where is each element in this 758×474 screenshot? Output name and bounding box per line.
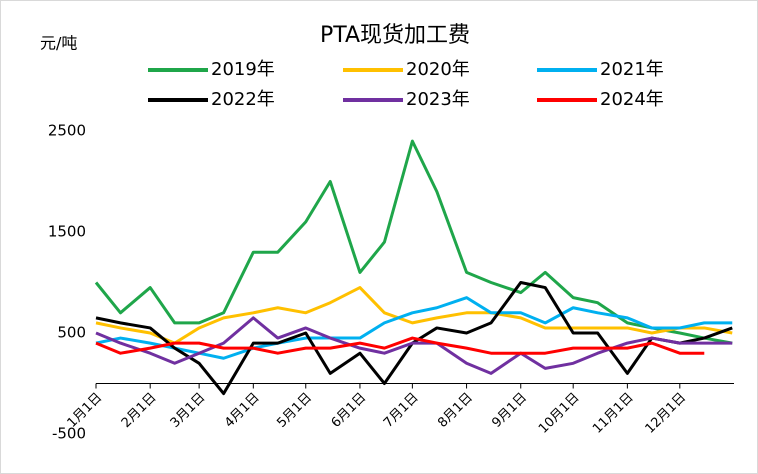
series-line — [95, 336, 705, 355]
legend-label: 2023年 — [406, 89, 470, 110]
y-tick-label: -500 — [52, 425, 86, 443]
y-tick-label: 500 — [57, 324, 86, 342]
chart-title: PTA现货加工费 — [320, 23, 470, 48]
y-axis-label: 元/吨 — [40, 34, 77, 53]
legend-label: 2022年 — [211, 89, 275, 110]
y-tick-label: 1500 — [48, 223, 86, 241]
legend-label: 2020年 — [406, 59, 470, 80]
legend-label: 2021年 — [600, 59, 664, 80]
series-line — [94, 139, 733, 345]
legend-label: 2024年 — [600, 89, 664, 110]
series-line — [95, 286, 733, 345]
series-line — [95, 316, 733, 375]
legend-label: 2019年 — [211, 59, 275, 80]
y-tick-label: 2500 — [48, 122, 86, 140]
